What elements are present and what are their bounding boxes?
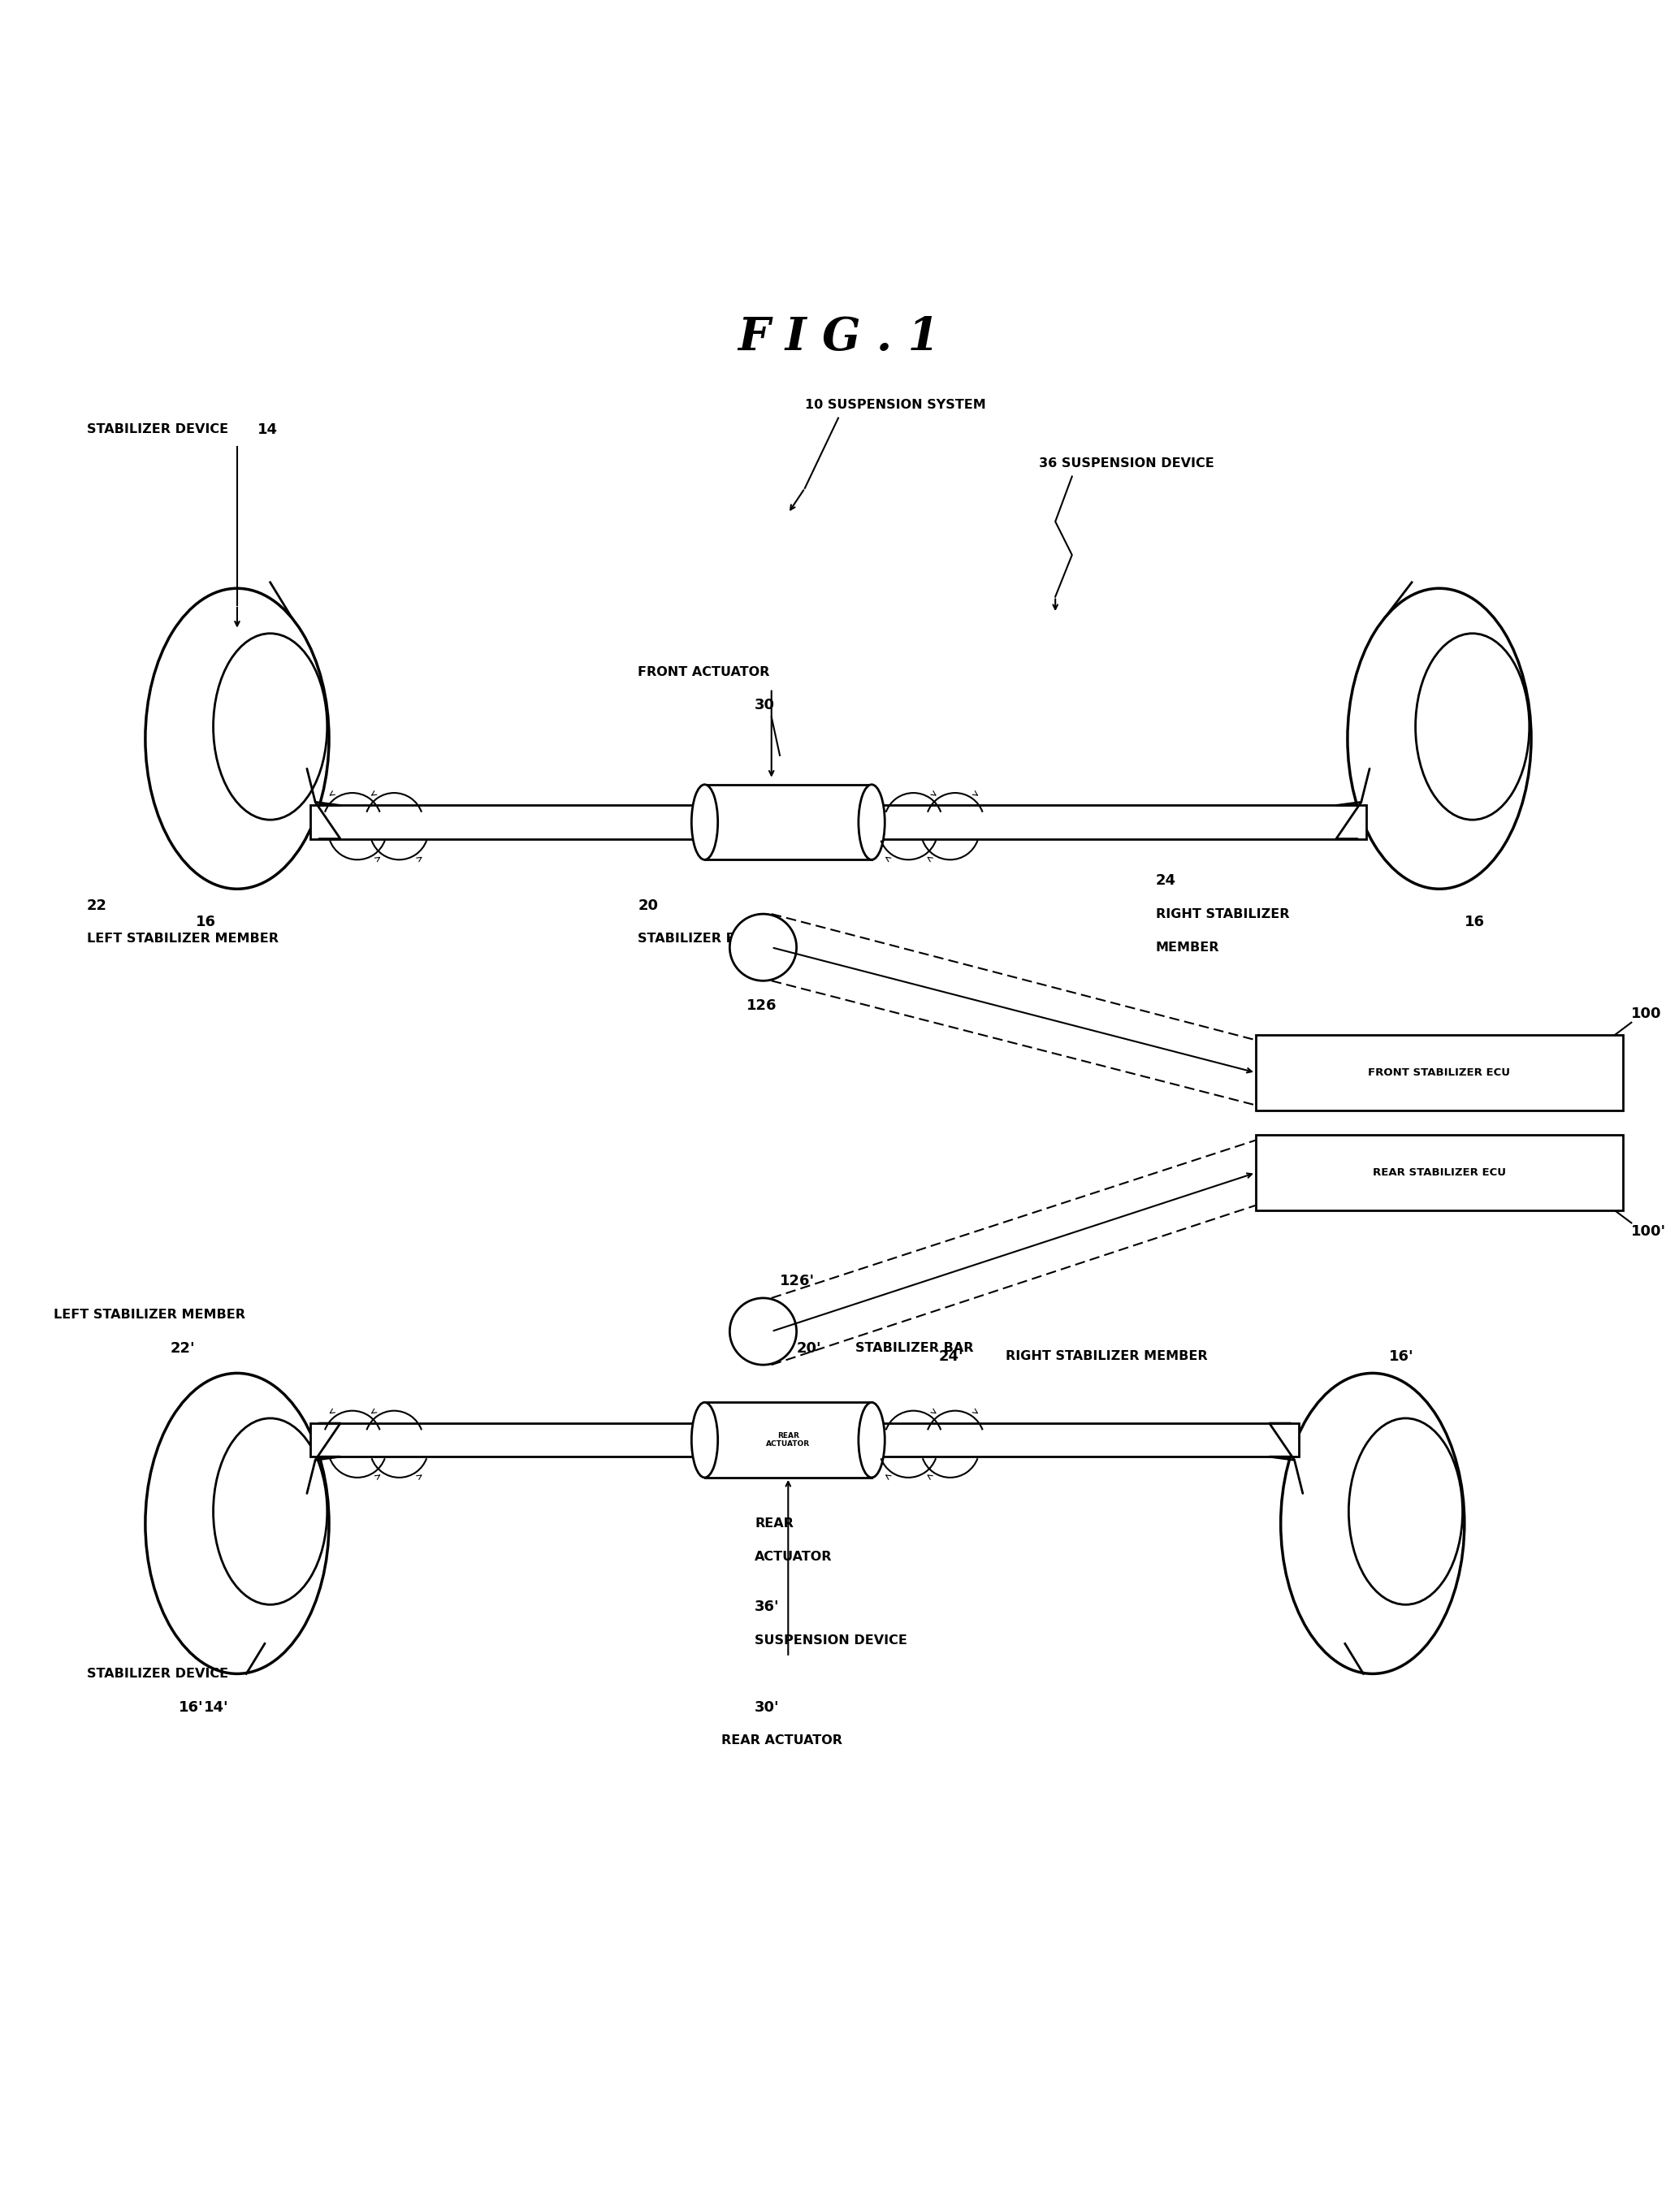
Ellipse shape <box>1348 588 1531 889</box>
Text: 16': 16' <box>1389 1349 1414 1365</box>
Text: 36': 36' <box>756 1599 779 1615</box>
Text: 24: 24 <box>1155 874 1175 887</box>
Text: 14: 14 <box>257 422 277 438</box>
Bar <box>871 805 1367 838</box>
Text: 10 SUSPENSION SYSTEM: 10 SUSPENSION SYSTEM <box>804 398 986 411</box>
Text: 126: 126 <box>747 998 777 1013</box>
Text: 20: 20 <box>638 898 658 914</box>
Bar <box>1256 1135 1624 1210</box>
Text: 22: 22 <box>87 898 107 914</box>
Text: 30: 30 <box>756 699 776 712</box>
Ellipse shape <box>858 785 885 860</box>
Text: RIGHT STABILIZER: RIGHT STABILIZER <box>1155 907 1289 920</box>
Bar <box>311 805 705 838</box>
Text: 126': 126' <box>779 1274 814 1290</box>
Text: 100': 100' <box>1632 1223 1666 1239</box>
Text: 20': 20' <box>796 1340 821 1356</box>
Bar <box>311 1422 705 1458</box>
Text: STABILIZER BAR: STABILIZER BAR <box>638 933 756 945</box>
Text: SUSPENSION DEVICE: SUSPENSION DEVICE <box>756 1635 907 1646</box>
Circle shape <box>730 914 796 980</box>
Ellipse shape <box>692 1402 719 1478</box>
Text: 100: 100 <box>1632 1006 1662 1022</box>
Text: LEFT STABILIZER MEMBER: LEFT STABILIZER MEMBER <box>87 933 279 945</box>
Text: STABILIZER BAR: STABILIZER BAR <box>855 1343 974 1354</box>
Text: REAR: REAR <box>756 1517 794 1528</box>
Ellipse shape <box>692 785 719 860</box>
Text: 24': 24' <box>939 1349 964 1365</box>
Bar <box>705 1402 871 1478</box>
Bar <box>1256 1035 1624 1110</box>
Text: 14': 14' <box>203 1699 228 1714</box>
Ellipse shape <box>146 588 329 889</box>
Text: 16': 16' <box>178 1699 203 1714</box>
Bar <box>705 785 871 860</box>
Text: FRONT STABILIZER ECU: FRONT STABILIZER ECU <box>1368 1068 1511 1077</box>
Text: REAR STABILIZER ECU: REAR STABILIZER ECU <box>1373 1168 1506 1179</box>
Text: REAR ACTUATOR: REAR ACTUATOR <box>722 1734 843 1747</box>
Text: 16: 16 <box>1464 916 1484 929</box>
Text: REAR
ACTUATOR: REAR ACTUATOR <box>766 1431 811 1449</box>
Text: MEMBER: MEMBER <box>1155 942 1219 953</box>
Text: F I G . 1: F I G . 1 <box>737 316 939 361</box>
Text: ACTUATOR: ACTUATOR <box>756 1551 833 1564</box>
Text: 22': 22' <box>170 1340 195 1356</box>
Ellipse shape <box>1281 1374 1464 1674</box>
Text: 16: 16 <box>195 916 215 929</box>
Text: 30': 30' <box>756 1699 779 1714</box>
Circle shape <box>730 1298 796 1365</box>
Text: STABILIZER DEVICE: STABILIZER DEVICE <box>87 425 228 436</box>
Text: LEFT STABILIZER MEMBER: LEFT STABILIZER MEMBER <box>54 1310 245 1321</box>
Text: FRONT ACTUATOR: FRONT ACTUATOR <box>638 666 769 677</box>
Text: RIGHT STABILIZER MEMBER: RIGHT STABILIZER MEMBER <box>1006 1349 1207 1363</box>
Ellipse shape <box>858 1402 885 1478</box>
Bar <box>871 1422 1300 1458</box>
Ellipse shape <box>146 1374 329 1674</box>
Text: 36 SUSPENSION DEVICE: 36 SUSPENSION DEVICE <box>1039 458 1214 469</box>
Text: STABILIZER DEVICE: STABILIZER DEVICE <box>87 1668 228 1679</box>
